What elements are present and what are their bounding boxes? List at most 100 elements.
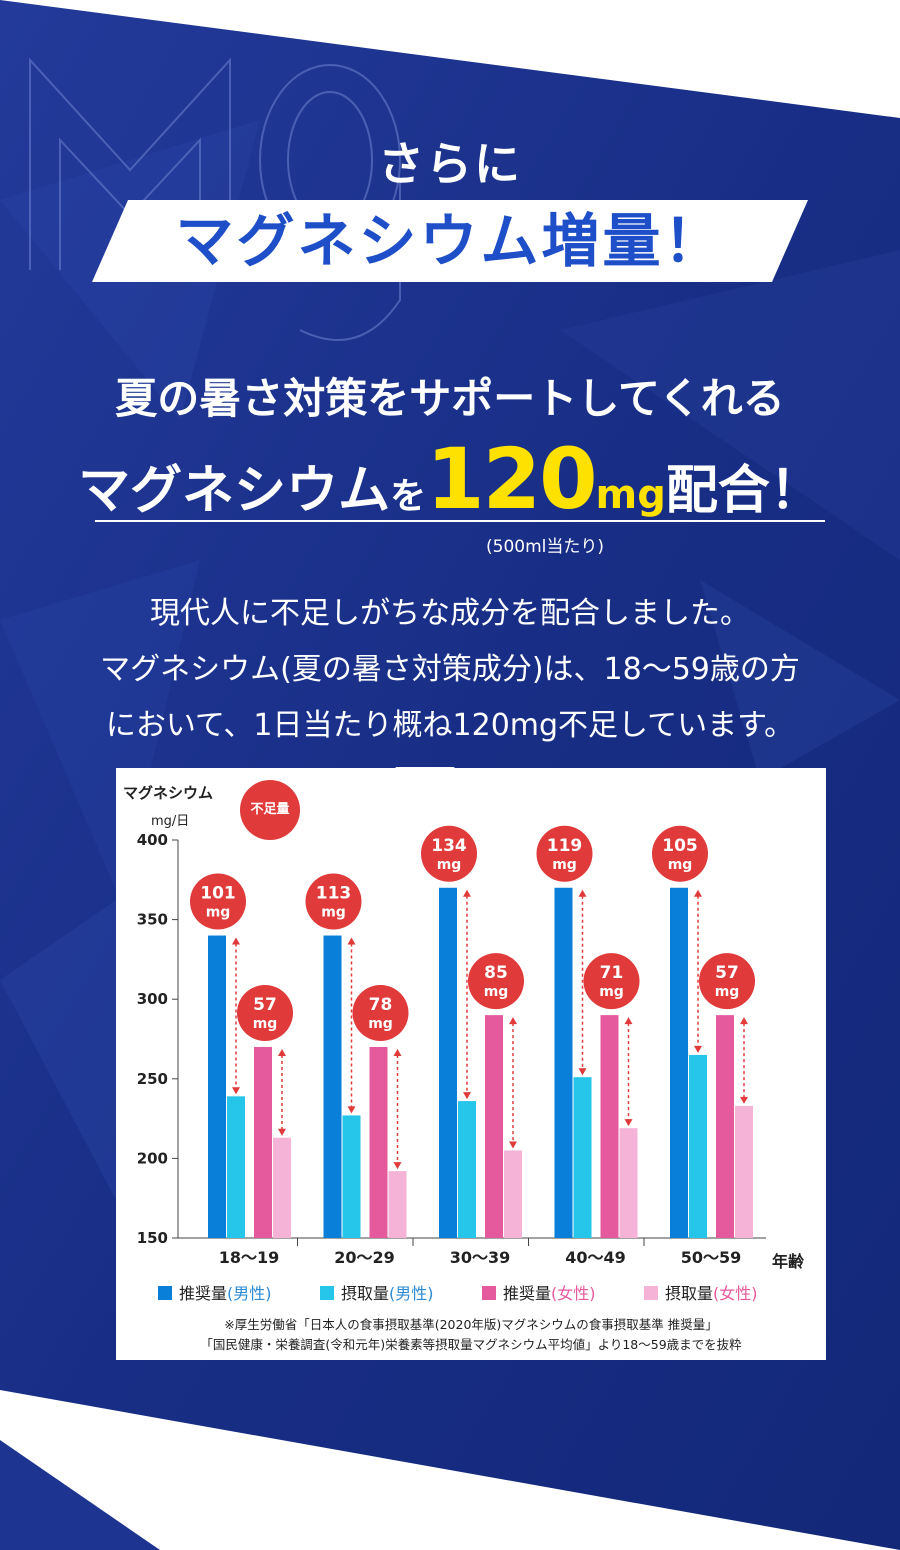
shortage-badge xyxy=(237,984,293,1041)
shortage-arrow-head-up xyxy=(463,889,471,897)
shortage-arrow-head-down xyxy=(740,1096,748,1104)
shortage-arrow-head-up xyxy=(278,1048,286,1056)
shortage-badge xyxy=(352,984,409,1041)
shortage-badge xyxy=(652,825,708,882)
headline-amount: 120 xyxy=(426,430,597,528)
bar xyxy=(504,1150,522,1238)
x-axis-title: 年齢 xyxy=(772,1252,805,1271)
shortage-unit: mg xyxy=(253,1016,278,1032)
bar xyxy=(388,1171,407,1238)
shortage-unit: mg xyxy=(599,984,624,1000)
shortage-arrow-head-down xyxy=(278,1128,286,1136)
legend-label: 摂取量 xyxy=(341,1284,390,1303)
bar xyxy=(670,887,688,1238)
shortage-unit: mg xyxy=(552,857,577,873)
legend-swatch xyxy=(644,1286,658,1300)
y-tick-label: 150 xyxy=(137,1229,168,1247)
y-tick-label: 200 xyxy=(137,1149,168,1167)
banner-title: マグネシウム増量！ xyxy=(175,207,725,275)
shortage-arrow-head-down xyxy=(694,1045,702,1053)
bar xyxy=(554,887,573,1238)
bar xyxy=(619,1128,638,1238)
shortage-value: 71 xyxy=(600,963,624,983)
legend-group: (女性) xyxy=(551,1284,596,1303)
y-tick-label: 250 xyxy=(137,1070,168,1088)
bar-chart: 15020025030035040018～19101mg57mg20～29113… xyxy=(137,825,766,1267)
x-tick-label: 18～19 xyxy=(219,1248,280,1267)
bar xyxy=(254,1046,272,1238)
shortage-value: 105 xyxy=(662,836,698,856)
legend-group: (男性) xyxy=(389,1284,434,1303)
shortage-arrow-head-down xyxy=(463,1092,471,1100)
chart-panel: 150 200 250 300 350 400 18～19 101 mg 57 mg 20～29 113… xyxy=(116,768,826,1360)
legend-swatch xyxy=(158,1286,172,1300)
y-axis-unit: mg/日 xyxy=(151,814,190,829)
shortage-value: 134 xyxy=(431,836,467,856)
body-line3: において、1日当たり概ね120mg不足しています。 xyxy=(105,708,795,743)
legend-label: 推奨量 xyxy=(179,1284,228,1303)
shortage-unit: mg xyxy=(437,857,462,873)
shortage-arrow-head-down xyxy=(393,1162,402,1170)
shortage-value: 101 xyxy=(200,884,236,904)
legend-male-intake: 摂取量(男性) xyxy=(320,1280,434,1304)
shortage-arrow-head-down xyxy=(624,1119,633,1127)
headline-particle: を xyxy=(390,476,427,517)
bar xyxy=(573,1077,592,1238)
shortage-arrow-head-up xyxy=(347,937,356,945)
shortage-badge xyxy=(699,953,755,1010)
y-axis-title: マグネシウム xyxy=(123,784,214,802)
shortage-unit: mg xyxy=(715,984,740,1000)
shortage-badge xyxy=(305,873,362,930)
y-tick-label: 300 xyxy=(137,990,168,1008)
headline-underline xyxy=(95,520,825,522)
bar xyxy=(439,887,457,1238)
kicker-text: さらに xyxy=(378,137,522,191)
legend-label: 摂取量 xyxy=(665,1284,714,1303)
legend-female-intake: 摂取量(女性) xyxy=(644,1280,758,1304)
headline-post: 配合！ xyxy=(665,461,822,521)
shortage-arrow-head-up xyxy=(694,889,702,897)
shortage-value: 113 xyxy=(316,884,352,904)
footnote-1: ※厚生労働省「日本人の食事摂取基準(2020年版)マグネシウムの食事摂取基準 推… xyxy=(224,1317,718,1332)
shortage-arrow-head-up xyxy=(232,937,240,945)
shortage-arrow-head-down xyxy=(578,1068,587,1076)
shortage-unit: mg xyxy=(321,905,346,921)
shortage-badge xyxy=(536,825,593,882)
shortage-badge xyxy=(583,953,640,1010)
shortage-arrow-head-up xyxy=(624,1017,633,1025)
shortage-arrow-head-up xyxy=(509,1017,517,1025)
shortage-badge xyxy=(190,873,246,930)
headline-line1: 夏の暑さ対策をサポートしてくれる xyxy=(115,374,785,423)
shortage-arrow-head-down xyxy=(232,1087,240,1095)
bar xyxy=(273,1137,291,1238)
shortage-badge xyxy=(468,953,524,1010)
legend-swatch xyxy=(320,1286,334,1300)
x-tick-label: 30～39 xyxy=(450,1248,511,1267)
legend-male-recommended: 推奨量(男性) xyxy=(158,1280,272,1304)
bar xyxy=(689,1054,707,1238)
shortage-unit: mg xyxy=(206,905,231,921)
shortage-arrow-head-down xyxy=(347,1106,356,1114)
shortage-value: 119 xyxy=(547,836,583,856)
y-tick-label: 400 xyxy=(137,831,168,849)
y-tick-label: 350 xyxy=(137,911,168,929)
bar xyxy=(227,1096,245,1238)
legend-group: (女性) xyxy=(713,1284,758,1303)
headline-ingredient: マグネシウム xyxy=(78,461,391,521)
legend-group: (男性) xyxy=(227,1284,272,1303)
shortage-unit: mg xyxy=(368,1016,393,1032)
headline-line2: マグネシウムを120mg配合！ xyxy=(60,430,840,528)
x-tick-label: 20～29 xyxy=(334,1248,395,1267)
shortage-unit: mg xyxy=(668,857,693,873)
body-line1: 現代人に不足しがちな成分を配合しました。 xyxy=(150,596,750,631)
shortage-unit: mg xyxy=(484,984,509,1000)
shortage-value: 85 xyxy=(484,963,508,983)
x-tick-label: 40～49 xyxy=(565,1248,626,1267)
headline-unit: mg xyxy=(595,472,666,518)
bar xyxy=(458,1101,476,1238)
bar xyxy=(369,1046,388,1238)
shortage-badge xyxy=(421,825,477,882)
shortage-arrow-head-down xyxy=(509,1141,517,1149)
volume-note: (500ml当たり) xyxy=(486,537,604,557)
shortage-value: 78 xyxy=(369,995,393,1015)
